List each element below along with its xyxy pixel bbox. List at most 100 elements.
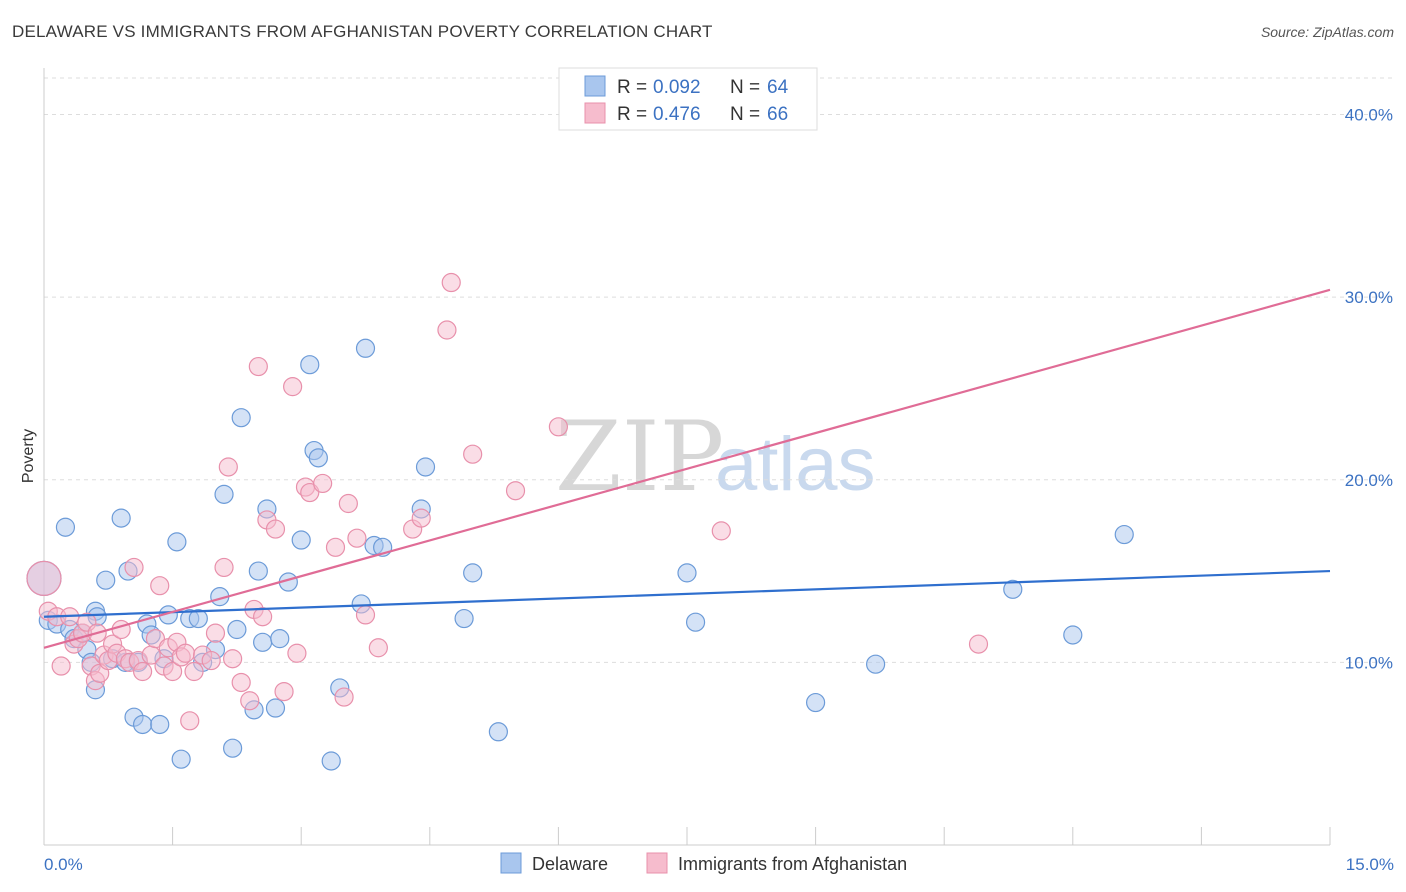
delaware-trend-line [43, 569, 1331, 618]
afghanistan-point [505, 481, 526, 501]
delaware-point [1003, 579, 1023, 599]
delaware-point [866, 654, 886, 674]
afghanistan-point [265, 519, 286, 539]
delaware-point [167, 532, 187, 552]
legend-r-label-2: R = [617, 104, 647, 125]
afghanistan-point [253, 607, 273, 627]
legend-swatch-afghanistan [584, 102, 606, 124]
afghanistan-point [51, 656, 71, 676]
delaware-point [1063, 625, 1083, 645]
afghanistan-point [132, 661, 153, 682]
afghanistan-point [463, 444, 483, 464]
afghanistan-point [111, 619, 131, 640]
afghanistan-point [334, 687, 354, 707]
legend-n-label-2: N = [730, 104, 760, 125]
afghanistan-point [124, 557, 144, 578]
y-tick-label: 40.0% [1345, 106, 1393, 125]
bottom-legend-swatch-afghanistan [646, 852, 668, 874]
delaware-point [132, 714, 153, 735]
delaware-point [1114, 524, 1134, 545]
legend-r-label-1: R = [617, 77, 647, 98]
delaware-point [685, 612, 706, 632]
bottom-legend-label-delaware: Delaware [532, 854, 608, 874]
delaware-point [270, 629, 290, 649]
bottom-legend-swatch-delaware [500, 852, 522, 874]
afghanistan-point [248, 356, 268, 377]
legend-n-value-2: 66 [767, 104, 788, 125]
delaware-point [150, 714, 170, 735]
afghanistan-trend-line [43, 288, 1331, 649]
delaware-point [677, 563, 697, 583]
series-legend: Delaware Immigrants from Afghanistan [500, 852, 907, 874]
delaware-point [248, 561, 268, 581]
afghanistan-point [218, 457, 238, 477]
delaware-point [463, 563, 483, 583]
watermark-atlas: atlas [715, 422, 876, 507]
afghanistan-point [163, 661, 183, 682]
afghanistan-point [150, 576, 170, 596]
afghanistan-point [231, 672, 251, 693]
watermark: ZIP atlas [555, 401, 876, 513]
delaware-point [227, 619, 247, 640]
y-tick-label: 10.0% [1345, 653, 1393, 672]
afghanistan-point [968, 634, 989, 654]
correlation-legend: R = 0.092 N = 64 R = 0.476 N = 66 [558, 67, 818, 131]
bottom-legend-label-afghanistan: Immigrants from Afghanistan [678, 854, 907, 874]
delaware-point [308, 448, 328, 468]
delaware-point [321, 751, 341, 771]
delaware-point [171, 749, 191, 769]
y-tick-labels: 10.0% 20.0% 30.0% 40.0% [1345, 106, 1393, 673]
legend-n-label-1: N = [730, 77, 760, 98]
afghanistan-point [214, 557, 234, 578]
delaware-point [111, 508, 131, 528]
delaware-point [253, 632, 273, 652]
afghanistan-point [325, 537, 346, 557]
delaware-point [223, 738, 243, 758]
chart-title: DELAWARE VS IMMIGRANTS FROM AFGHANISTAN … [12, 22, 713, 41]
y-axis-label: Poverty [20, 429, 37, 483]
afghanistan-point [347, 528, 367, 548]
axes [43, 68, 1331, 846]
afghanistan-point [411, 508, 431, 528]
y-tick-label: 30.0% [1345, 288, 1393, 307]
x-tick-label-min: 0.0% [44, 855, 83, 874]
afghanistan-point [313, 473, 333, 494]
afghanistan-point [283, 377, 303, 397]
legend-r-value-1: 0.092 [653, 77, 701, 98]
afghanistan-point [201, 650, 221, 671]
afghanistan-point [355, 605, 376, 625]
delaware-point [188, 608, 208, 629]
delaware-point [454, 608, 474, 629]
afghanistan-point [180, 711, 200, 731]
afghanistan-point [26, 560, 62, 596]
trend-lines [43, 288, 1331, 649]
afghanistan-point [274, 681, 294, 702]
delaware-point [488, 722, 508, 742]
x-tick-label-max: 15.0% [1346, 855, 1394, 874]
delaware-point [265, 698, 286, 718]
afghanistan-point [184, 661, 204, 682]
afghanistan-point [240, 691, 260, 711]
chart-source: Source: ZipAtlas.com [1260, 24, 1394, 40]
delaware-point [214, 484, 234, 504]
afghanistan-point [711, 521, 731, 541]
y-tick-label: 20.0% [1345, 471, 1393, 490]
afghanistan-point [437, 320, 457, 340]
delaware-point [300, 355, 320, 375]
legend-r-value-2: 0.476 [653, 104, 701, 125]
delaware-point [805, 692, 826, 713]
afghanistan-point [368, 638, 388, 658]
delaware-point [355, 338, 376, 358]
legend-n-value-1: 64 [767, 77, 789, 98]
delaware-point [231, 408, 251, 428]
afghanistan-point [338, 493, 358, 514]
watermark-zip: ZIP [555, 401, 724, 513]
afghanistan-point [287, 643, 307, 663]
delaware-point [415, 457, 436, 477]
afghanistan-point [441, 272, 461, 293]
grid [44, 77, 1394, 663]
delaware-point [291, 530, 311, 550]
afghanistan-point [205, 623, 226, 643]
delaware-point [55, 517, 76, 537]
